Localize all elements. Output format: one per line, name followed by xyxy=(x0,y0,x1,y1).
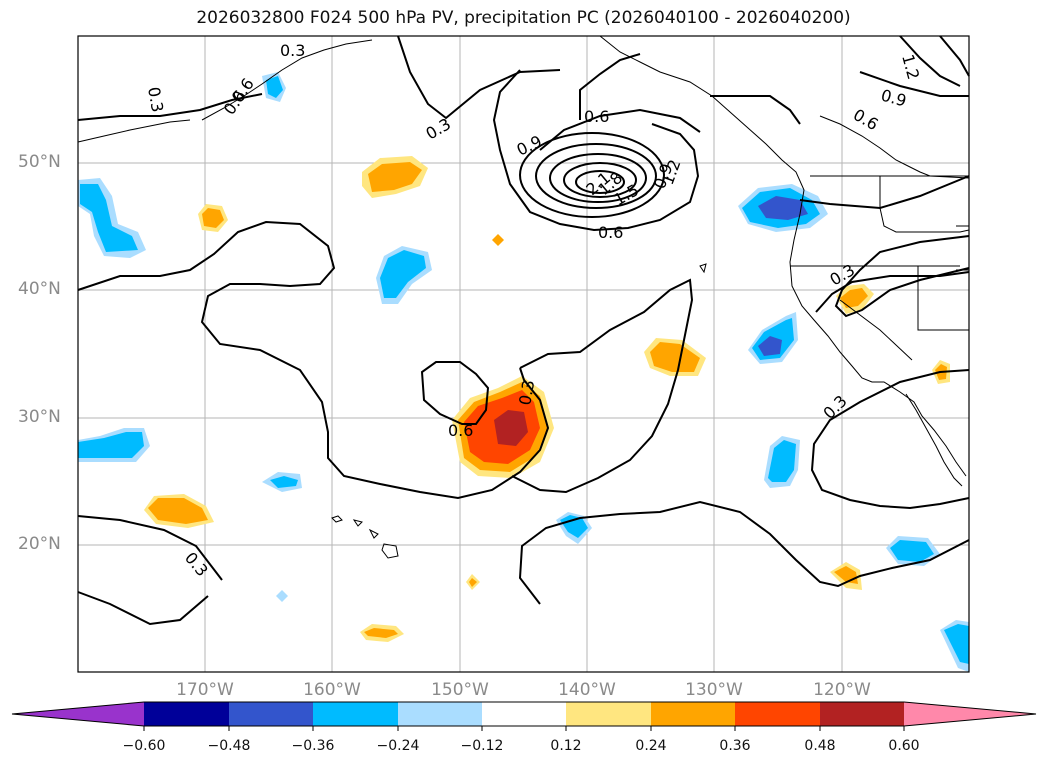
contour-label: 0.3 xyxy=(144,85,167,113)
lat-label: 40°N xyxy=(18,279,61,299)
precip-neg-blob xyxy=(80,184,138,252)
colorbar-tick-label: 0.60 xyxy=(888,738,920,754)
lon-label: 140°W xyxy=(558,680,616,700)
precip-neg-blob xyxy=(380,250,426,298)
colorbar-tick-label: −0.60 xyxy=(122,738,166,754)
colorbar-segment xyxy=(820,702,904,726)
lon-label: 130°W xyxy=(685,680,743,700)
colorbar-tick-label: −0.12 xyxy=(460,738,504,754)
plot-border xyxy=(77,35,970,673)
colorbar-segment xyxy=(144,702,229,726)
colorbar xyxy=(11,701,1037,731)
contour-label: 0.3 xyxy=(515,378,538,406)
colorbar-segment xyxy=(229,702,313,726)
precipitation-field xyxy=(78,72,969,672)
precip-neg-blob xyxy=(758,336,782,356)
precip-pos-blob xyxy=(148,498,208,524)
colorbar-segment xyxy=(566,702,651,726)
colorbar-tick-label: 0.48 xyxy=(804,738,836,754)
lat-label: 50°N xyxy=(18,152,61,172)
precip-pos-blob xyxy=(368,162,422,192)
precip-neg-blob xyxy=(758,196,808,220)
coastlines xyxy=(77,35,970,487)
lon-label: 170°W xyxy=(176,680,234,700)
lat-label: 20°N xyxy=(18,534,61,554)
colorbar-tick-label: 0.36 xyxy=(719,738,751,754)
colorbar-tick-label: 0.24 xyxy=(635,738,667,754)
pv-contours xyxy=(77,35,970,626)
contour-label: 0.3 xyxy=(280,41,305,60)
colorbar-segment xyxy=(313,702,398,726)
precip-pos-blob xyxy=(650,342,700,372)
colorbar-tick-label: 0.12 xyxy=(550,738,582,754)
islands xyxy=(331,263,707,559)
precip-neg-blob xyxy=(768,440,796,482)
colorbar-tick-label: −0.48 xyxy=(207,738,251,754)
map-title: 2026032800 F024 500 hPa PV, precipitatio… xyxy=(196,8,851,28)
colorbar-tick-label: −0.24 xyxy=(376,738,420,754)
lat-label: 30°N xyxy=(18,407,61,427)
colorbar-segment xyxy=(398,702,482,726)
precip-pos-blob xyxy=(494,410,528,446)
lon-label: 160°W xyxy=(303,680,361,700)
colorbar-extend-low xyxy=(12,702,144,726)
lon-label: 150°W xyxy=(431,680,489,700)
precip-neg-blob xyxy=(78,432,144,458)
contour-label: 0.6 xyxy=(598,223,623,242)
precip-pos-blob xyxy=(202,208,224,228)
colorbar-segment xyxy=(482,702,566,726)
colorbar-segment xyxy=(735,702,820,726)
colorbar-tick-label: −0.36 xyxy=(291,738,335,754)
precip-neg-blob xyxy=(266,76,283,98)
contour-label: 0.6 xyxy=(448,421,473,440)
contour-label: 0.6 xyxy=(584,107,609,126)
precip-pos-blob xyxy=(840,288,868,308)
lon-label: 120°W xyxy=(813,680,871,700)
colorbar-extend-high xyxy=(904,702,1036,726)
colorbar-segment xyxy=(651,702,735,726)
